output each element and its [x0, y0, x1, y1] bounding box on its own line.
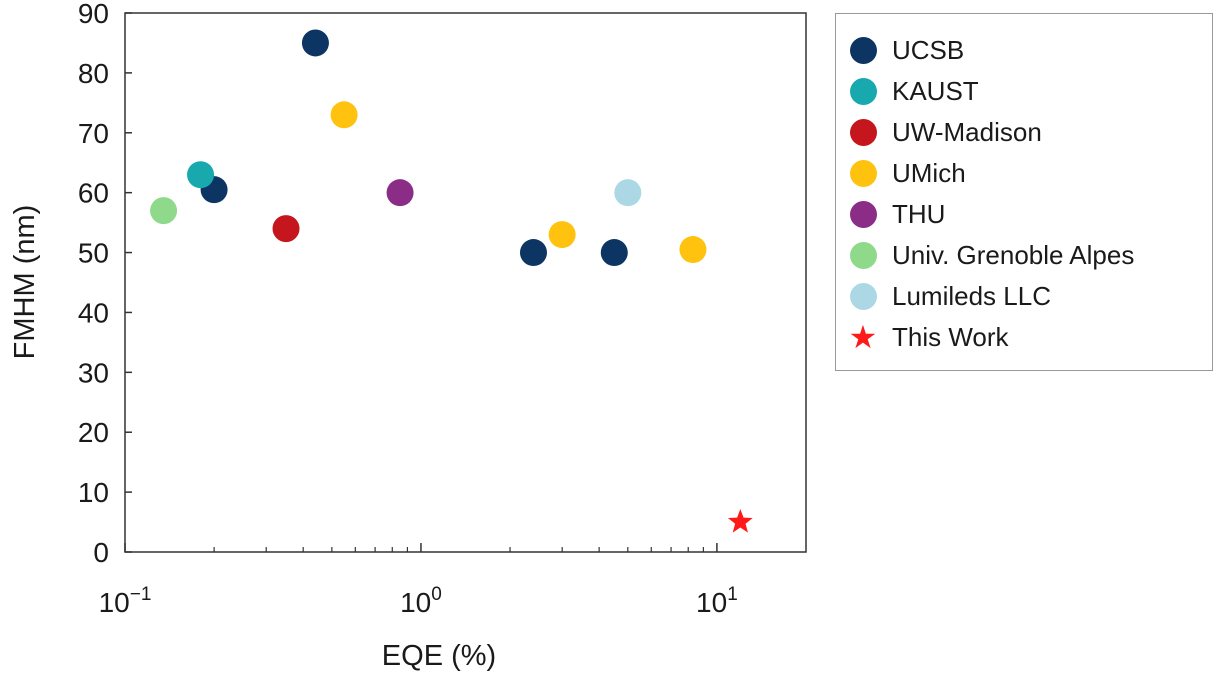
circle-icon — [849, 159, 877, 187]
legend-label: KAUST — [892, 75, 979, 106]
star-icon: ★ — [848, 319, 878, 355]
legend-label: Univ. Grenoble Alpes — [892, 239, 1135, 270]
circle-icon — [849, 282, 877, 310]
data-point-umich — [679, 236, 707, 264]
circle-icon — [849, 77, 877, 105]
legend-marker — [848, 35, 878, 65]
circle-icon — [849, 118, 877, 146]
legend-marker — [848, 76, 878, 106]
x-tick-label: 100 — [400, 584, 442, 618]
y-tick-label: 30 — [78, 357, 109, 388]
legend-item-this-work: ★ This Work — [848, 319, 1009, 355]
x-tick-label: 101 — [696, 584, 738, 618]
legend-item-lumileds-llc: Lumileds LLC — [848, 278, 1051, 314]
legend-label: UCSB — [892, 34, 965, 65]
legend-item-umich: UMich — [848, 155, 966, 191]
data-point-univ-grenoble-alpes — [150, 197, 178, 225]
legend-label: UW-Madison — [892, 116, 1042, 147]
legend-marker: ★ — [848, 319, 878, 355]
data-point-ucsb — [600, 239, 628, 267]
legend-item-kaust: KAUST — [848, 73, 979, 109]
plot-frame — [124, 12, 807, 553]
y-tick-label: 80 — [78, 58, 109, 89]
x-tick-label: 10−1 — [99, 584, 152, 618]
data-point-this-work — [727, 509, 753, 533]
legend-marker — [848, 158, 878, 188]
y-tick-label: 90 — [78, 0, 109, 29]
data-points — [150, 29, 753, 533]
legend-label: UMich — [892, 157, 966, 188]
x-axis: 10−1 100 101 — [99, 543, 738, 618]
legend-marker — [848, 240, 878, 270]
y-tick-label: 70 — [78, 118, 109, 149]
legend-marker — [848, 281, 878, 311]
data-point-thu — [386, 179, 414, 207]
y-tick-label: 10 — [78, 477, 109, 508]
legend-item-univ-grenoble-alpes: Univ. Grenoble Alpes — [848, 237, 1134, 273]
legend-label: This Work — [892, 321, 1009, 352]
y-axis: 0 10 20 30 40 50 60 70 80 90 — [78, 0, 132, 568]
data-point-ucsb — [519, 239, 547, 267]
legend-item-ucsb: UCSB — [848, 32, 964, 68]
legend-marker — [848, 199, 878, 229]
data-point-umich — [548, 221, 576, 249]
legend-label: THU — [892, 198, 946, 229]
y-tick-label: 0 — [93, 537, 109, 568]
data-point-kaust — [187, 161, 215, 189]
circle-icon — [849, 200, 877, 228]
data-point-ucsb — [301, 29, 329, 57]
y-tick-label: 50 — [78, 238, 109, 269]
legend-marker — [848, 117, 878, 147]
legend-item-uw-madison: UW-Madison — [848, 114, 1042, 150]
data-point-uw-madison — [272, 215, 300, 243]
circle-icon — [849, 36, 877, 64]
y-tick-label: 20 — [78, 417, 109, 448]
data-point-lumileds-llc — [614, 179, 642, 207]
scatter-plot: 0 10 20 30 40 50 60 70 80 90 10−1 100 101 EQE (%) F… — [9, 0, 807, 672]
y-tick-label: 60 — [78, 178, 109, 209]
y-tick-label: 40 — [78, 297, 109, 328]
legend: UCSB KAUST UW-Madison UMich THU Univ. Grenobl… — [835, 13, 1213, 371]
data-point-umich — [330, 101, 358, 129]
x-axis-label: EQE (%) — [382, 640, 496, 672]
legend-label: Lumileds LLC — [892, 280, 1051, 311]
circle-icon — [849, 241, 877, 269]
y-axis-label: FMHM (nm) — [9, 205, 41, 360]
legend-item-thu: THU — [848, 196, 945, 232]
